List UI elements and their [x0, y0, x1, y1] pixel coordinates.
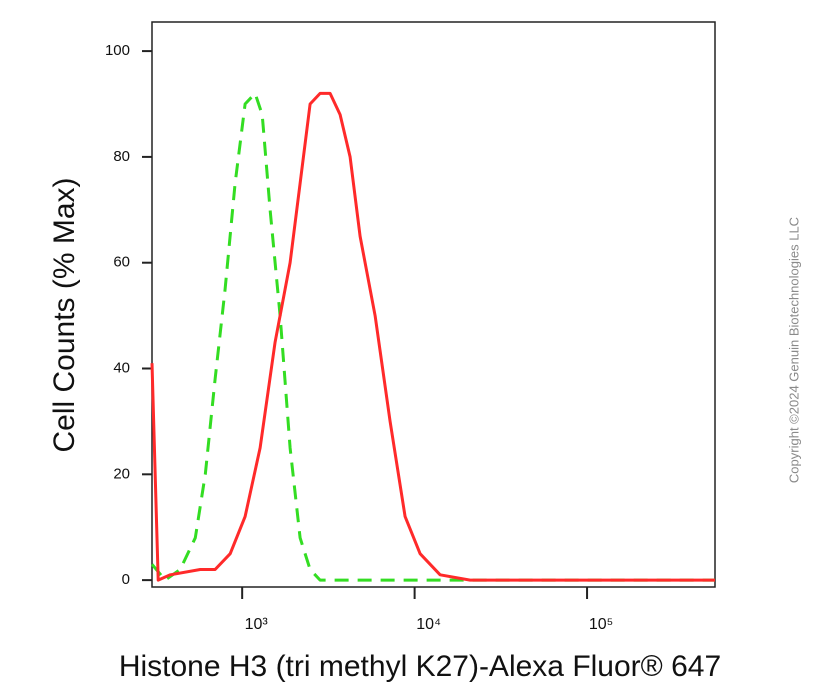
copyright: Copyright ©2024 Genuin Biotechnologies L… — [786, 217, 801, 483]
y-tick-label: 100 — [105, 42, 130, 59]
y-tick-label: 40 — [113, 359, 130, 376]
plot-frame — [151, 21, 716, 588]
y-tick-label: 80 — [113, 148, 130, 165]
y-tick-label: 20 — [113, 465, 130, 482]
x-tick-label: 10⁴ — [416, 616, 441, 633]
series-line — [150, 91, 715, 582]
x-tick-label: 10³ — [245, 616, 269, 633]
y-axis-label: Cell Counts (% Max) — [48, 177, 81, 452]
y-tick-label: 0 — [122, 571, 130, 588]
y-tick-label: 60 — [113, 254, 130, 271]
x-tick-label: 10⁵ — [589, 616, 613, 633]
x-axis-label: Histone H3 (tri methyl K27)-Alexa Fluor®… — [119, 650, 721, 683]
series-line — [150, 91, 715, 582]
